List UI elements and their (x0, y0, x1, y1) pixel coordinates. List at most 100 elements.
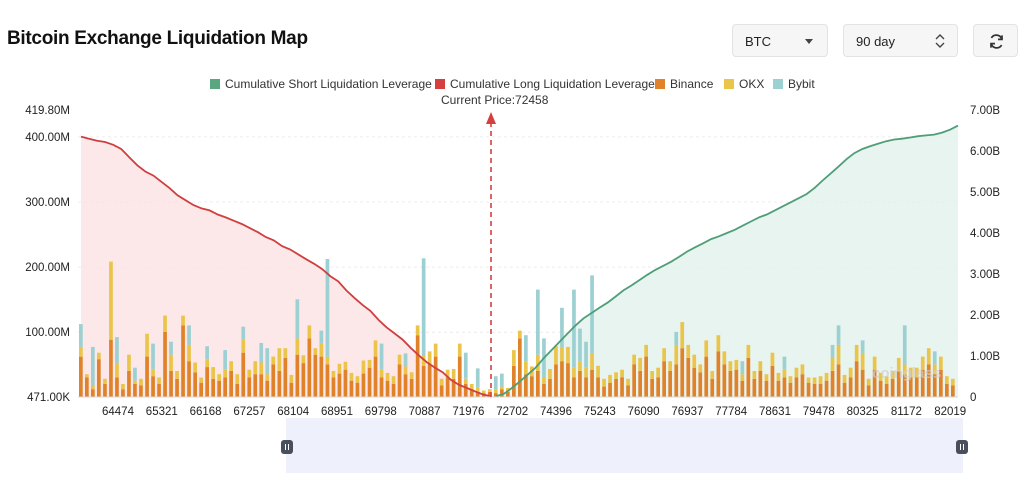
bar-binance (283, 357, 288, 397)
x-tick-label: 66168 (190, 406, 222, 418)
bar-binance (277, 371, 282, 397)
bar-okx (800, 364, 805, 375)
x-tick-label: 82019 (934, 406, 966, 418)
bar-okx (481, 390, 486, 394)
bar-binance (223, 377, 227, 397)
bar-okx (836, 344, 841, 365)
bar-okx (133, 380, 137, 384)
bar-binance (951, 385, 955, 397)
bar-binance (79, 356, 83, 397)
bar-binance (836, 364, 841, 397)
bar-okx (680, 322, 685, 349)
bar-okx (704, 340, 709, 357)
bar-okx (542, 377, 546, 384)
bar-bybit (590, 275, 594, 354)
bar-bybit (463, 352, 468, 379)
bar-binance (313, 354, 318, 397)
page-title: Bitcoin Exchange Liquidation Map (7, 28, 308, 49)
bar-okx (710, 371, 715, 379)
bar-okx (211, 367, 215, 379)
bar-okx (229, 361, 233, 371)
bar-okx (247, 369, 252, 378)
bar-binance (241, 352, 246, 397)
bar-binance (487, 391, 492, 397)
bar-okx (951, 378, 955, 386)
y-left-tick-label: 200.00M (25, 262, 70, 274)
bar-okx (295, 338, 300, 355)
bar-bybit (674, 331, 679, 345)
bar-okx (259, 362, 264, 375)
bar-binance (373, 356, 378, 397)
legend-swatch (210, 79, 220, 89)
bar-binance (776, 380, 781, 397)
bar-binance (457, 356, 462, 397)
bar-binance (914, 377, 919, 397)
bar-okx (518, 330, 522, 339)
bar-binance (97, 359, 101, 397)
bar-binance (662, 361, 666, 397)
zoom-handle[interactable] (281, 440, 293, 454)
x-tick-label: 76937 (671, 406, 703, 418)
y-right-tick-label: 4.00B (970, 228, 1000, 240)
bar-binance (860, 369, 865, 397)
bar-bybit (836, 325, 841, 345)
bar-binance (890, 378, 895, 397)
bar-okx (632, 354, 636, 365)
bar-okx (487, 389, 492, 392)
bar-bybit (524, 335, 528, 362)
zoom-handle[interactable] (956, 440, 968, 454)
bar-okx (596, 365, 600, 378)
bar-binance (872, 369, 877, 397)
bar-okx (235, 374, 240, 384)
bar-binance (896, 371, 901, 397)
bar-okx (945, 376, 949, 384)
bar-okx (103, 378, 107, 384)
bar-binance (608, 382, 612, 397)
bar-binance (379, 377, 384, 397)
short-line (495, 124, 959, 398)
bar-binance (740, 380, 745, 397)
bar-binance (674, 364, 679, 397)
bar-bybit (560, 307, 564, 347)
bar-bybit (782, 356, 787, 370)
bar-binance (91, 389, 95, 397)
bar-binance (391, 384, 396, 397)
bar-binance (421, 365, 426, 397)
refresh-button[interactable] (973, 24, 1018, 57)
bar-binance (854, 361, 859, 397)
bar-bybit (79, 324, 83, 347)
x-tick-label: 77784 (715, 406, 748, 418)
bar-okx (325, 356, 330, 365)
bars-group (79, 258, 955, 397)
bar-okx (451, 369, 456, 379)
bar-okx (842, 374, 847, 383)
zoom-slider[interactable] (281, 418, 968, 473)
bar-binance (205, 367, 209, 397)
bar-binance (397, 364, 402, 397)
bar-okx (391, 376, 396, 384)
period-select[interactable]: 90 day (843, 24, 958, 57)
bar-bybit (223, 350, 227, 370)
coin-select[interactable]: BTC (732, 24, 828, 57)
bar-binance (175, 378, 179, 397)
y-right-tick-label: 2.00B (970, 310, 1000, 322)
bar-binance (331, 377, 336, 397)
bar-binance (295, 354, 300, 397)
bar-okx (187, 344, 191, 362)
legend-label: OKX (739, 77, 764, 91)
bar-okx (878, 372, 883, 381)
bar-binance (133, 384, 137, 397)
bar-okx (872, 356, 877, 370)
bar-binance (493, 393, 498, 397)
bar-bybit (133, 367, 137, 381)
bar-binance (157, 384, 161, 397)
bar-okx (500, 386, 504, 390)
bar-okx (908, 367, 913, 378)
bar-okx (415, 325, 420, 336)
y-right-tick-label: 0 (970, 392, 976, 404)
bar-binance (692, 367, 697, 397)
bar-binance (548, 378, 552, 397)
bar-okx (313, 348, 318, 355)
bar-okx (277, 348, 282, 371)
bar-binance (469, 389, 474, 397)
